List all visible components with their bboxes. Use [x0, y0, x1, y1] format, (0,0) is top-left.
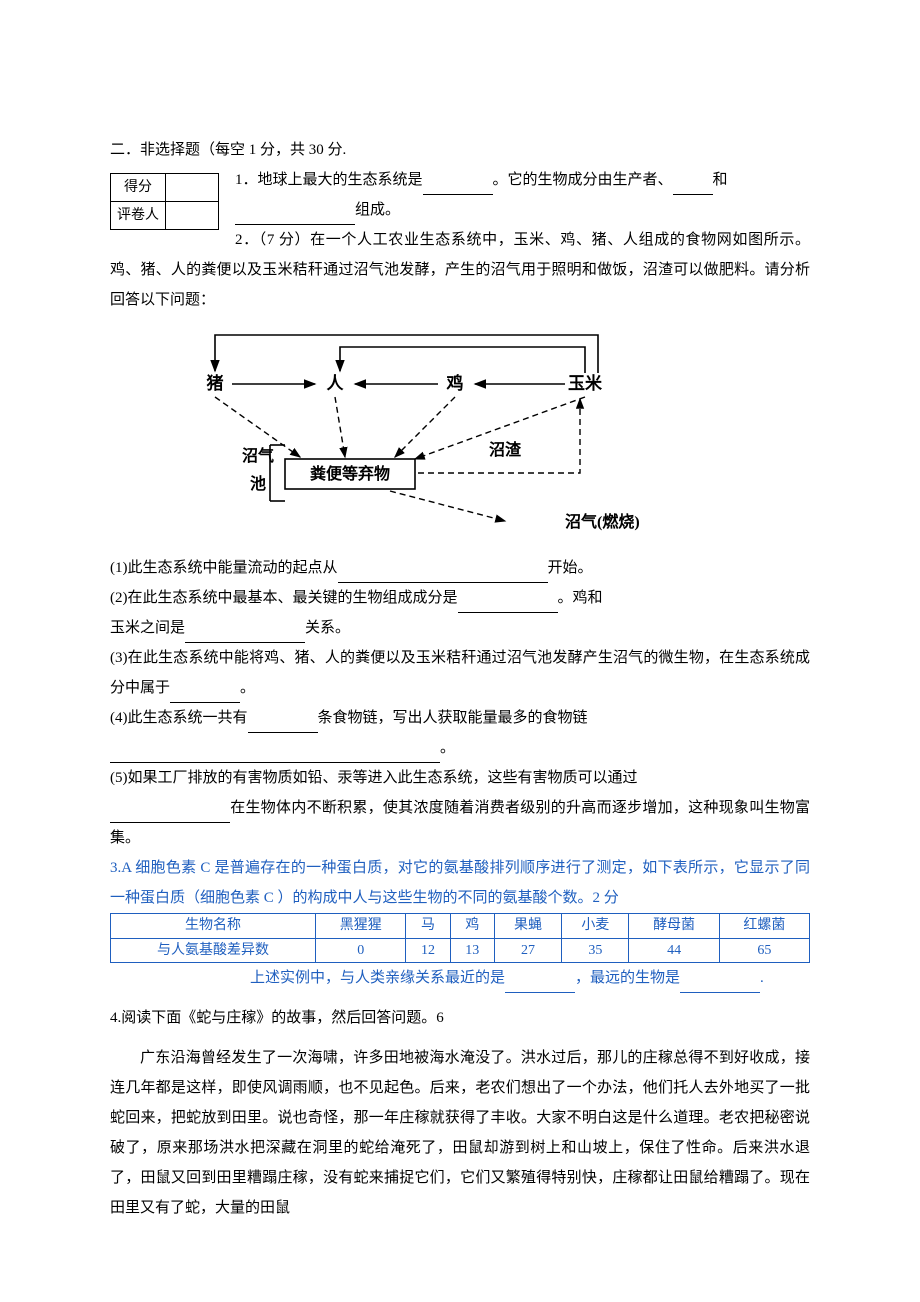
q2-3: (3)在此生态系统中能将鸡、猪、人的粪便以及玉米秸秆通过沼气池发酵产生沼气的微生… [110, 643, 810, 703]
q3-h3: 鸡 [450, 914, 494, 939]
q3-intro: 3.A 细胞色素 C 是普遍存在的一种蛋白质，对它的氨基酸排列顺序进行了测定，如… [110, 853, 810, 913]
q2-3a: (3)在此生态系统中能将鸡、猪、人的粪便以及玉米秸秆通过沼气池发酵产生沼气的微生… [110, 650, 810, 696]
q3-v2: 13 [450, 938, 494, 963]
q3-note-a: 上述实例中，与人类亲缘关系最近的是 [250, 970, 505, 986]
score-box-label-1: 得分 [111, 174, 166, 202]
q2-2-line2: 玉米之间是 关系。 [110, 613, 810, 643]
q2-5b: 在生物体内不断积累，使其浓度随着消费者级别的升高而逐步增加，这种现象叫生物富集。 [110, 800, 810, 846]
food-web-diagram: 猪 人 鸡 玉米 粪便等弃物 沼气 池 沼渣 沼气(燃烧) [150, 329, 810, 539]
blank [423, 194, 493, 195]
q2-3b: 。 [240, 680, 255, 696]
q4-para: 广东沿海曾经发生了一次海啸，许多田地被海水淹没了。洪水过后，那儿的庄稼总得不到好… [110, 1043, 810, 1223]
q2-intro: 2．（7 分）在一个人工农业生态系统中，玉米、鸡、猪、人组成的食物网如图所示。鸡… [110, 225, 810, 315]
q3-v0: 0 [316, 938, 406, 963]
node-residue: 沼渣 [489, 440, 522, 459]
edge-corn-human [340, 347, 585, 373]
q2-4a: (4)此生态系统一共有 [110, 710, 248, 726]
node-chicken: 鸡 [446, 373, 464, 393]
table-row: 与人氨基酸差异数 0 12 13 27 35 44 65 [111, 938, 810, 963]
q2-2b: 。鸡和 [558, 590, 603, 606]
q3-v4: 35 [562, 938, 629, 963]
q3-note-b: ，最远的生物是 [575, 970, 680, 986]
blank [673, 194, 713, 195]
section-title: 二．非选择题（每空 1 分，共 30 分. [110, 135, 810, 165]
blank [110, 822, 230, 823]
pond-label-b: 池 [250, 474, 266, 493]
blank [458, 612, 558, 613]
node-human: 人 [327, 374, 345, 393]
q3-table: 生物名称 黑猩猩 马 鸡 果蝇 小麦 酵母菌 红螺菌 与人氨基酸差异数 0 12… [110, 913, 810, 963]
q3-h2: 马 [406, 914, 450, 939]
q4-title: 4.阅读下面《蛇与庄稼》的故事，然后回答问题。6 [110, 1003, 810, 1033]
score-box-blank-2 [166, 202, 219, 230]
q1-part3: 和 [713, 172, 728, 188]
q2-5-line2: 在生物体内不断积累，使其浓度随着消费者级别的升高而逐步增加，这种现象叫生物富集。 [110, 793, 810, 853]
node-corn: 玉米 [568, 373, 603, 393]
q3-v5: 44 [629, 938, 719, 963]
q3-v3: 27 [494, 938, 561, 963]
node-pig: 猪 [207, 373, 224, 393]
score-box: 得分 评卷人 [110, 173, 219, 230]
q3-note: 上述实例中，与人类亲缘关系最近的是 ，最远的生物是. [250, 963, 810, 993]
edge-chicken-waste [395, 397, 455, 457]
blank [680, 992, 760, 993]
diagram-svg: 猪 人 鸡 玉米 粪便等弃物 沼气 池 沼渣 沼气(燃烧) [150, 329, 660, 539]
node-waste: 粪便等弃物 [310, 464, 390, 483]
q1-part4: 组成。 [355, 202, 400, 218]
q3-h1: 黑猩猩 [316, 914, 406, 939]
q2-1a: (1)此生态系统中能量流动的起点从 [110, 560, 338, 576]
q1-part1: 1．地球上最大的生态系统是 [235, 172, 423, 188]
node-gas: 沼气(燃烧) [565, 512, 640, 531]
q3-note-c: . [760, 970, 764, 986]
table-row: 生物名称 黑猩猩 马 鸡 果蝇 小麦 酵母菌 红螺菌 [111, 914, 810, 939]
edge-human-waste [335, 397, 345, 457]
q2-4c: 。 [440, 740, 455, 756]
q2-2a: (2)在此生态系统中最基本、最关键的生物组成成分是 [110, 590, 458, 606]
q1-part2: 。它的生物成分由生产者、 [493, 172, 673, 188]
edge-residue-corn [418, 399, 580, 473]
q2-4b: 条食物链，写出人获取能量最多的食物链 [318, 710, 588, 726]
q2-2c: 玉米之间是 [110, 620, 185, 636]
q3-h5: 小麦 [562, 914, 629, 939]
q2-5: (5)如果工厂排放的有害物质如铅、汞等进入此生态系统，这些有害物质可以通过 [110, 763, 810, 793]
q2-1: (1)此生态系统中能量流动的起点从 开始。 [110, 553, 810, 583]
pond-label-a: 沼气 [242, 446, 274, 465]
q3-rowlabel: 与人氨基酸差异数 [111, 938, 316, 963]
q3-h0: 生物名称 [111, 914, 316, 939]
q3-v6: 65 [719, 938, 809, 963]
q3-h6: 酵母菌 [629, 914, 719, 939]
q3-h4: 果蝇 [494, 914, 561, 939]
q2-4: (4)此生态系统一共有 条食物链，写出人获取能量最多的食物链 [110, 703, 810, 733]
q2-1b: 开始。 [548, 560, 593, 576]
q2-5a: (5)如果工厂排放的有害物质如铅、汞等进入此生态系统，这些有害物质可以通过 [110, 770, 638, 786]
q3-v1: 12 [406, 938, 450, 963]
edge-waste-gas [390, 491, 505, 521]
q2-2: (2)在此生态系统中最基本、最关键的生物组成成分是 。鸡和 [110, 583, 810, 613]
score-box-blank-1 [166, 174, 219, 202]
q2-4-line2: 。 [110, 733, 810, 763]
q3-h7: 红螺菌 [719, 914, 809, 939]
edge-corn-pig [215, 335, 598, 373]
blank [505, 992, 575, 993]
q2-2d: 关系。 [305, 620, 350, 636]
score-box-label-2: 评卷人 [111, 202, 166, 230]
